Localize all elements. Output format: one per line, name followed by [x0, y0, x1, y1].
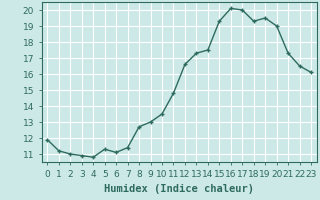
X-axis label: Humidex (Indice chaleur): Humidex (Indice chaleur)	[104, 184, 254, 194]
